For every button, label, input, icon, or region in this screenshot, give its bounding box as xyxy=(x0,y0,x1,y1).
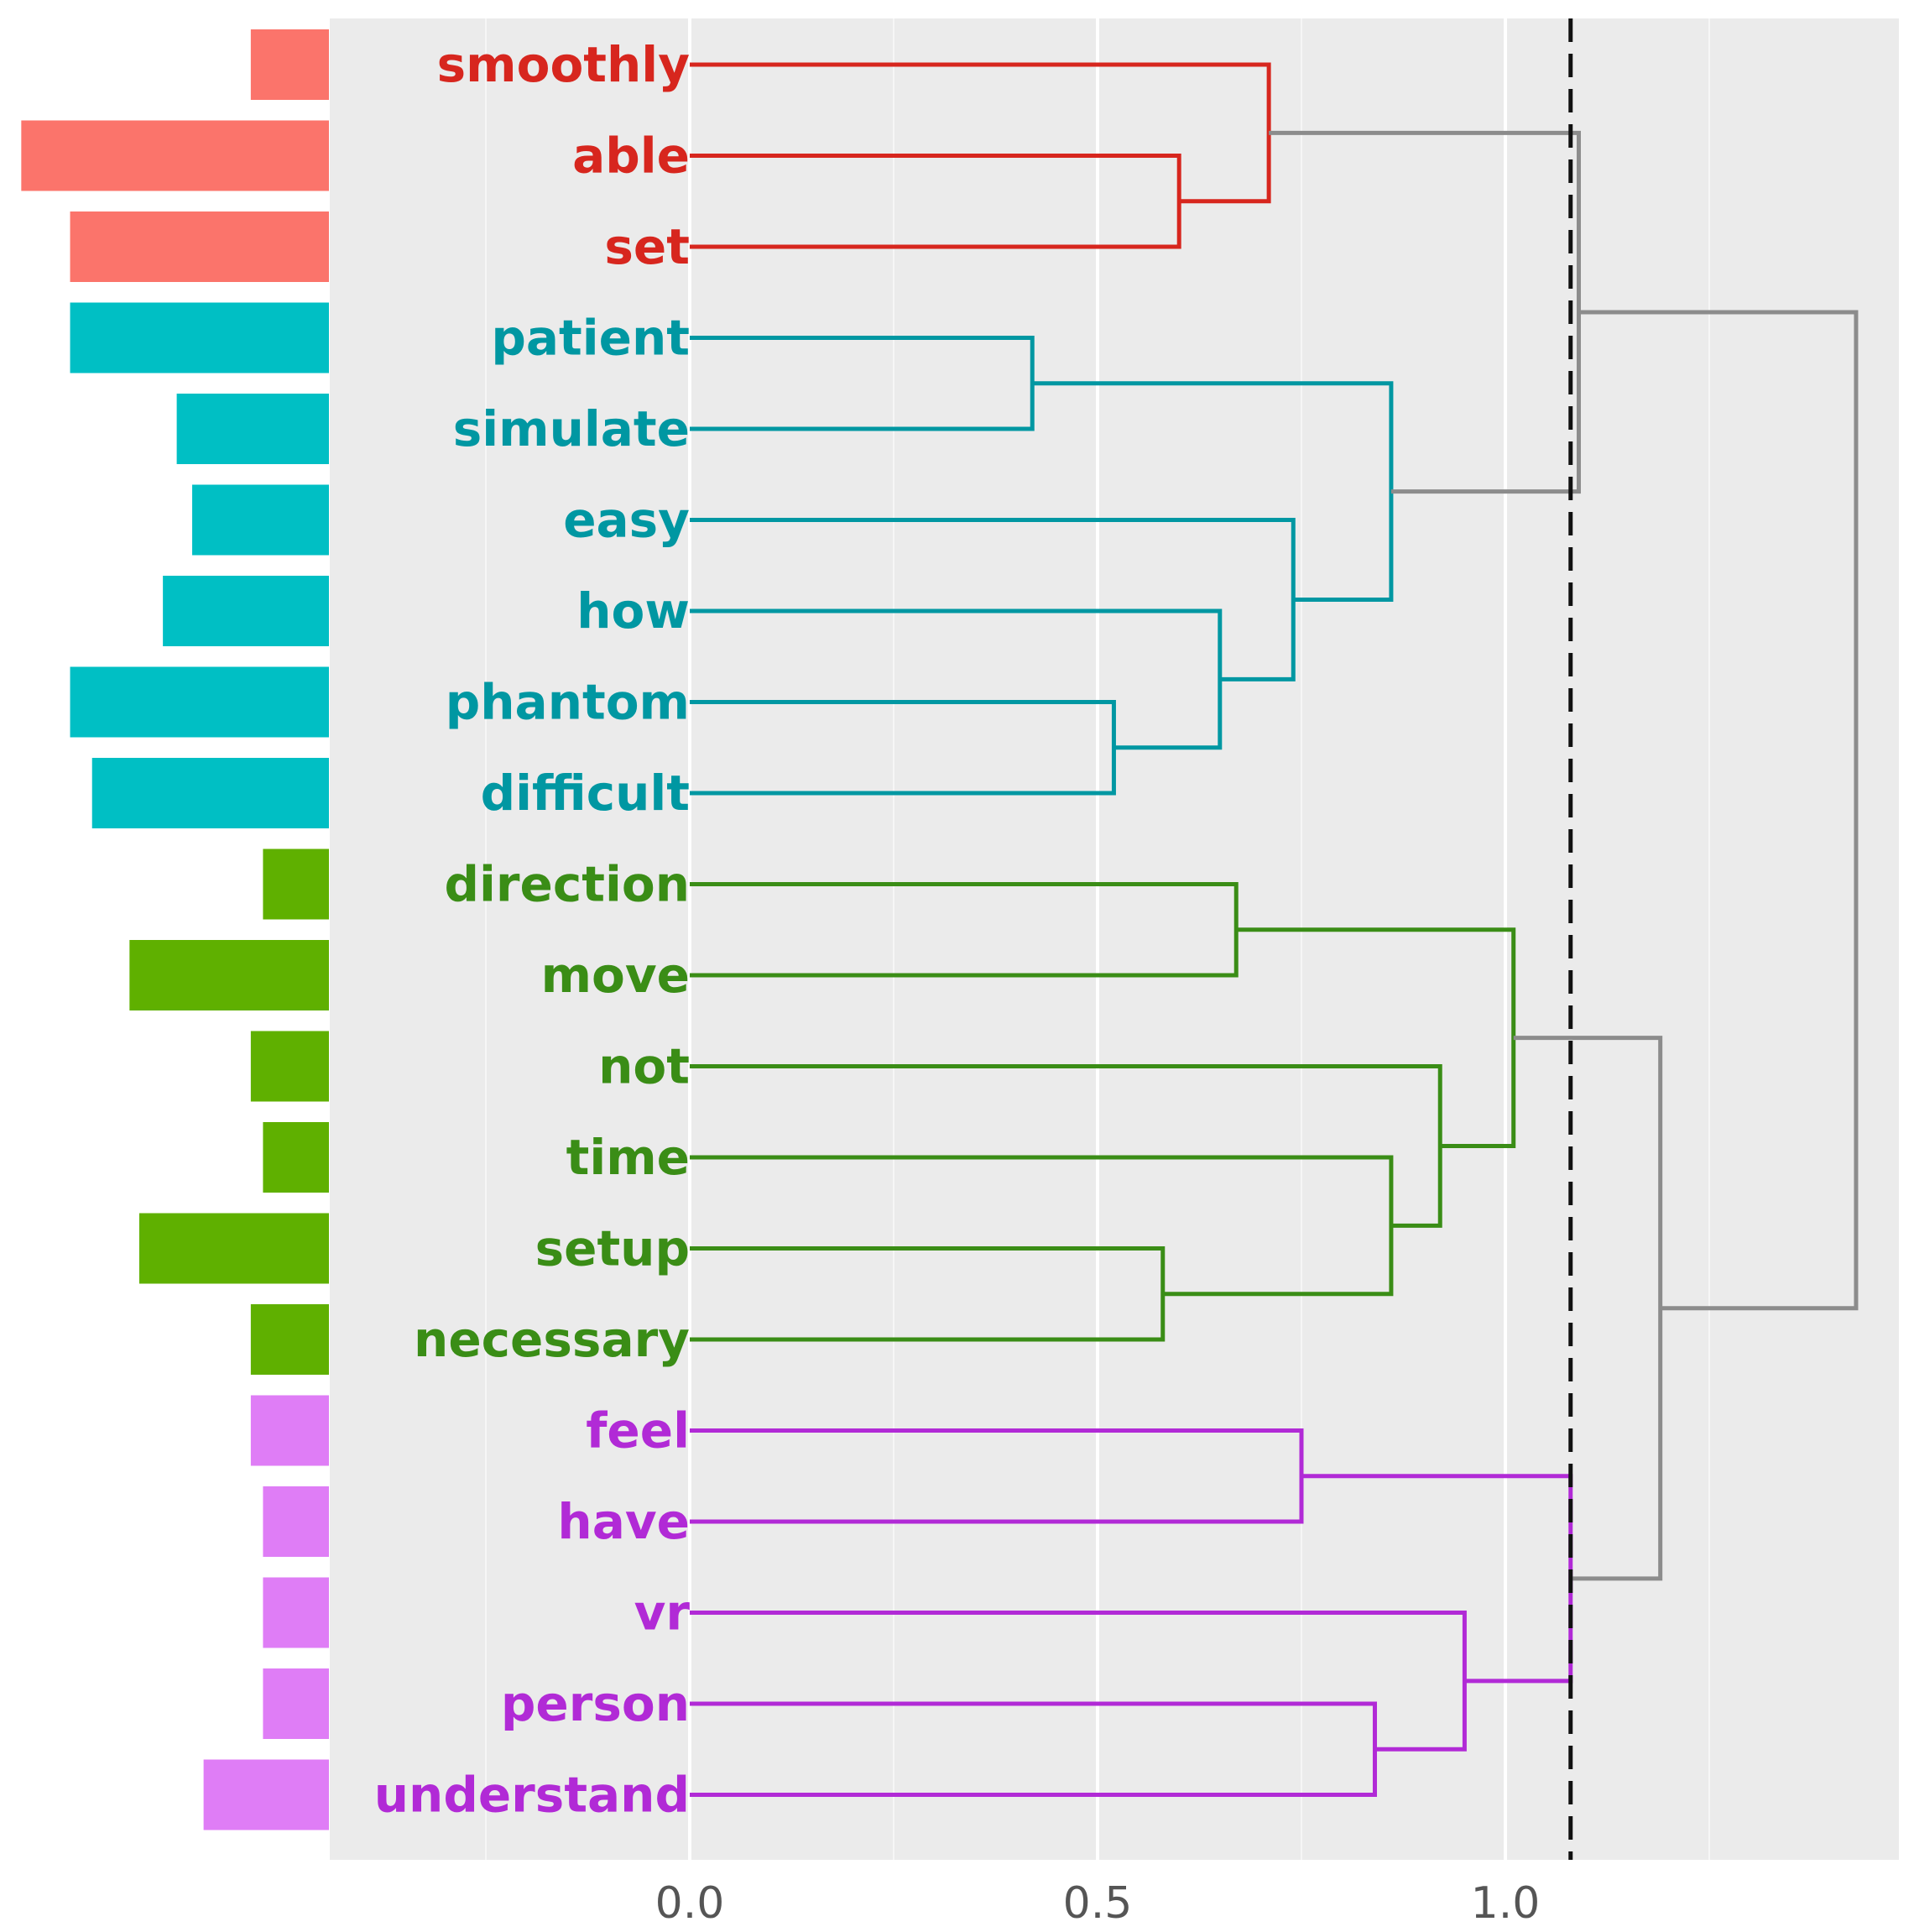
leaf-label-easy: easy xyxy=(563,492,690,549)
bar-how xyxy=(163,576,329,646)
leaf-labels: smoothly able set patient simulate easy how pha… xyxy=(374,36,691,1824)
bar-direction xyxy=(263,849,329,920)
leaf-label-simulate: simulate xyxy=(453,400,690,457)
bar-phantom xyxy=(70,666,329,738)
leaf-label-move: move xyxy=(541,947,690,1004)
x-tick-label: 1.0 xyxy=(1471,1878,1541,1929)
cluster-size-bars xyxy=(21,29,330,1830)
leaf-label-able: able xyxy=(572,128,690,185)
leaf-label-how: how xyxy=(576,582,690,640)
bar-setup xyxy=(138,1213,329,1284)
bar-simulate xyxy=(176,394,329,464)
leaf-label-time: time xyxy=(566,1129,690,1186)
leaf-label-necessary: necessary xyxy=(414,1311,690,1368)
bar-person xyxy=(263,1668,329,1739)
bar-difficult xyxy=(91,758,329,828)
plot-panel xyxy=(330,18,1899,1860)
bar-set xyxy=(70,211,329,282)
leaf-label-phantom: phantom xyxy=(446,674,690,731)
bar-feel xyxy=(250,1395,329,1466)
leaf-label-setup: setup xyxy=(535,1220,690,1277)
leaf-label-vr: vr xyxy=(634,1585,691,1642)
leaf-label-set: set xyxy=(604,218,690,275)
bar-move xyxy=(129,940,329,1010)
leaf-label-person: person xyxy=(501,1675,690,1732)
leaf-label-difficult: difficult xyxy=(481,765,690,822)
bar-vr xyxy=(263,1577,329,1648)
dendrogram-branches xyxy=(690,62,1859,1797)
bar-not xyxy=(250,1031,329,1102)
bar-patient xyxy=(70,302,329,373)
x-tick-label: 0.0 xyxy=(655,1878,725,1929)
bar-time xyxy=(263,1122,329,1193)
bar-able xyxy=(21,120,330,191)
leaf-label-patient: patient xyxy=(491,310,690,367)
branch-m19 xyxy=(1578,310,1859,1311)
gridlines xyxy=(485,18,1710,1860)
bar-have xyxy=(263,1486,329,1557)
bar-necessary xyxy=(250,1304,329,1375)
leaf-label-understand: understand xyxy=(374,1767,690,1824)
x-axis-ticks: 0.0 0.5 1.0 xyxy=(655,1878,1541,1929)
bar-easy xyxy=(192,484,329,556)
leaf-label-not: not xyxy=(598,1038,690,1095)
leaf-label-have: have xyxy=(557,1493,690,1550)
leaf-label-direction: direction xyxy=(445,856,690,913)
leaf-label-feel: feel xyxy=(586,1402,690,1459)
bar-understand xyxy=(203,1759,329,1830)
leaf-label-smoothly: smoothly xyxy=(437,36,690,93)
bar-smoothly xyxy=(250,29,329,100)
x-tick-label: 0.5 xyxy=(1063,1878,1133,1929)
